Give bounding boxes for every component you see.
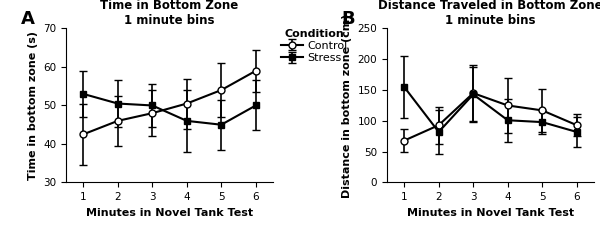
Y-axis label: Time in bottom zone (s): Time in bottom zone (s) bbox=[28, 31, 38, 180]
Text: A: A bbox=[20, 10, 34, 28]
Legend: Control, Stress: Control, Stress bbox=[278, 26, 350, 65]
X-axis label: Minutes in Novel Tank Test: Minutes in Novel Tank Test bbox=[407, 208, 574, 218]
X-axis label: Minutes in Novel Tank Test: Minutes in Novel Tank Test bbox=[86, 208, 253, 218]
Title: Time in Bottom Zone
1 minute bins: Time in Bottom Zone 1 minute bins bbox=[100, 0, 239, 27]
Text: B: B bbox=[341, 10, 355, 28]
Y-axis label: Distance in bottom zone (cm): Distance in bottom zone (cm) bbox=[342, 13, 352, 198]
Title: Distance Traveled in Bottom Zone
1 minute bins: Distance Traveled in Bottom Zone 1 minut… bbox=[378, 0, 600, 27]
